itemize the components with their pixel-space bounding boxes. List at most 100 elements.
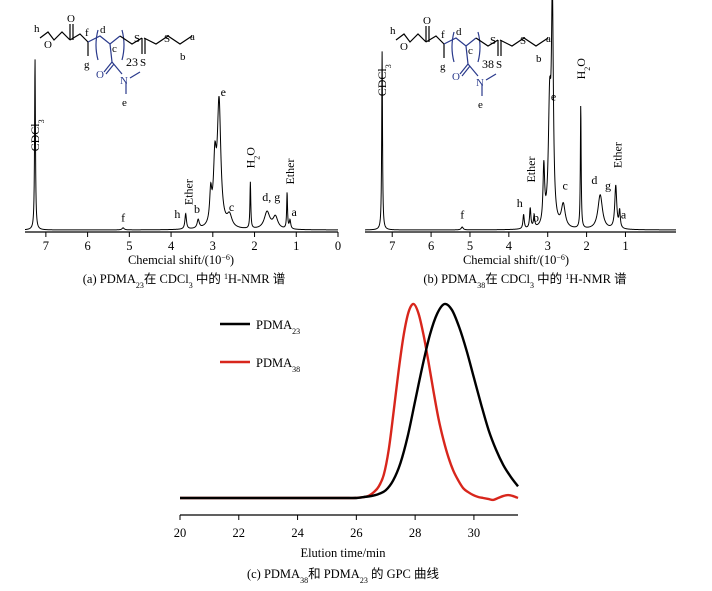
panel-b-peak-label: Ether [524, 157, 538, 183]
panel-b-peak-label: h [517, 196, 523, 210]
panel-c-axis: 20 22 24 26 28 30 Elution time/min (c) PDMA38… [174, 514, 518, 585]
panel-a-x-ticks: 7 6 5 4 3 2 1 0 [43, 232, 341, 253]
panel-b-x-axis-label: Chemcial shift/(10−6) [463, 253, 569, 268]
panel-b-axis: 7 6 5 4 3 2 1 Chemcial shift/(10−6) (b) PDMA38… [365, 231, 676, 290]
panel-c-x-tick-label: 26 [350, 526, 363, 540]
polymer-backbone [87, 35, 121, 45]
panel-a-axis: 7 6 5 4 3 2 1 0 Chemcial shift/(10−6) (a) PDMA2… [25, 231, 341, 290]
panel-a-x-tick-label: 6 [84, 239, 90, 253]
molecule-bond [39, 31, 71, 41]
molecule-atom: O [452, 71, 460, 83]
panel-a-peak-label: Ether [182, 179, 196, 205]
polymer-dp: 38 [482, 57, 494, 71]
panel-b-peak-label: d [591, 173, 597, 187]
molecule-atom: S [140, 57, 146, 69]
molecule-label: d [456, 26, 462, 38]
panel-a-caption: (a) PDMA23在 CDCl3 中的 1H-NMR 谱 [83, 271, 286, 290]
polymer-bracket [121, 29, 125, 61]
molecule-atom: O [96, 69, 104, 81]
molecule-bond [69, 33, 89, 43]
polymer-side-bond [465, 45, 469, 65]
legend-label-pdma38: PDMA38 [256, 356, 300, 374]
panel-a-x-tick-label: 2 [251, 239, 257, 253]
molecule-label: c [468, 45, 473, 57]
polymer-methyl [129, 71, 141, 79]
panel-a-peak-label: a [292, 205, 298, 219]
molecule-label: d [100, 24, 106, 36]
panel-a-peak-label: H2O [243, 147, 260, 169]
panel-c-x-tick-label: 22 [233, 526, 246, 540]
panel-b-molecule: h O O f g d c 38 S S S a b O N e [390, 15, 551, 111]
polymer-carbonyl [459, 63, 469, 75]
molecule-atom: O [423, 15, 431, 27]
polymer-dp: 23 [126, 55, 138, 69]
panel-b-peak-label: Ether [611, 142, 625, 168]
panel-b-peak-label: c [563, 179, 568, 193]
molecule-bond [499, 37, 549, 47]
molecule-atom: N [120, 75, 128, 87]
gpc-series-pdma38 [180, 302, 519, 502]
molecule-atom: S [520, 35, 526, 47]
molecule-label: b [536, 53, 542, 65]
panel-b-x-tick-label: 1 [622, 239, 628, 253]
panel-b-x-tick-label: 4 [506, 239, 513, 253]
molecule-label: g [84, 59, 90, 71]
panel-a-peak-label: h [174, 207, 180, 221]
polymer-bracket [451, 31, 455, 63]
polymer-side-bond [109, 43, 113, 63]
polymer-carbonyl [105, 63, 115, 75]
panel-a-x-axis-label: Chemcial shift/(10−6) [128, 253, 234, 268]
panel-b-x-tick-label: 5 [467, 239, 473, 253]
panel-b-x-tick-label: 7 [389, 239, 395, 253]
molecule-label: f [85, 27, 89, 39]
molecule-label: c [112, 43, 117, 55]
molecule-bond [475, 37, 499, 47]
polymer-amide-bond [467, 63, 479, 77]
polymer-methyl [485, 73, 497, 81]
molecule-label: h [390, 25, 396, 37]
panel-a-x-tick-label: 4 [168, 239, 175, 253]
panel-c-x-tick-label: 24 [291, 526, 304, 540]
panel-b-peak-label: g [605, 179, 611, 193]
panel-b-peak-label: H2O [574, 58, 592, 80]
panel-c: 20 22 24 26 28 30 Elution time/min (c) PDMA38… [174, 302, 519, 585]
panel-a-x-tick-label: 1 [293, 239, 299, 253]
molecule-bond [425, 35, 445, 45]
legend-label-pdma23: PDMA23 [256, 318, 300, 336]
molecule-label: a [546, 33, 551, 45]
molecule-bond [143, 35, 193, 45]
panel-b-peak-label: b [533, 210, 539, 224]
panel-b-peak-label: a [621, 207, 627, 221]
molecule-atom: N [476, 77, 484, 89]
panel-a-peak-label: b [194, 202, 200, 216]
molecule-atom: S [496, 59, 502, 71]
panel-a-x-tick-label: 5 [126, 239, 132, 253]
panel-c-x-tick-label: 28 [409, 526, 422, 540]
panel-a-peak-label: e [221, 85, 226, 99]
polymer-amide-bond [111, 61, 123, 75]
polymer-backbone [443, 37, 477, 47]
molecule-bond [119, 35, 143, 45]
molecule-label: f [441, 29, 445, 41]
molecule-label: b [180, 51, 186, 63]
molecule-atom: S [164, 33, 170, 45]
panel-a-molecule: h O O f g d c 23 S S S a b O N e [34, 13, 195, 109]
panel-b-spectrum-line [364, 0, 676, 231]
gpc-series-pdma23 [180, 302, 519, 500]
polymer-carbonyl [103, 61, 113, 73]
molecule-label: h [34, 23, 40, 35]
panel-a-peak-label: d, g [262, 190, 280, 204]
molecule-atom: O [67, 13, 75, 25]
molecule-atom: S [134, 33, 140, 45]
panel-a-peak-label: Ether [283, 159, 297, 185]
panel-a-spectrum-line [24, 59, 339, 231]
molecule-atom: O [400, 41, 408, 53]
panel-b-x-ticks: 7 6 5 4 3 2 1 [389, 232, 629, 253]
panel-b-caption: (b) PDMA38在 CDCl3 中的 1H-NMR 谱 [423, 271, 626, 290]
panel-a-peak-label: CDCl3 [28, 119, 46, 151]
panel-a-peak-label: c [229, 200, 234, 214]
